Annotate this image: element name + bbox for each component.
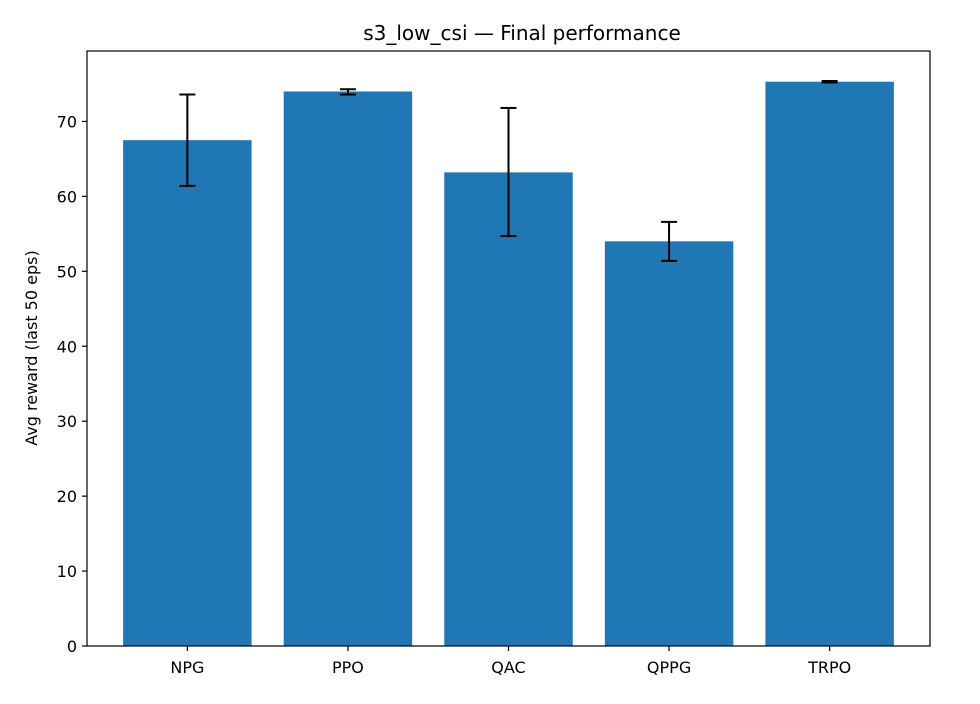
- y-tick-label: 0: [67, 637, 77, 656]
- y-tick-label: 50: [57, 262, 77, 281]
- y-axis-label: Avg reward (last 50 eps): [22, 250, 41, 445]
- bar-ppo: [283, 91, 413, 646]
- errorbar-trpo: [821, 79, 838, 84]
- x-tick-label-npg: NPG: [170, 658, 204, 677]
- x-tick-label-qppg: QPPG: [647, 658, 691, 677]
- y-tick-label: 70: [57, 112, 77, 131]
- y-tick-label: 10: [57, 562, 77, 581]
- errorbar-qppg: [661, 220, 678, 262]
- plot-area: 0 10 20 30 40 50 60 70 NPG PPO QAC QPPG TRPO: [57, 50, 931, 677]
- y-tick-label: 60: [57, 187, 77, 206]
- errorbar-qac: [500, 106, 517, 238]
- x-tick-label-trpo: TRPO: [807, 658, 851, 677]
- bar-npg: [123, 140, 252, 647]
- bar-qppg: [604, 241, 734, 646]
- x-tick-label-qac: QAC: [491, 658, 525, 677]
- y-tick-label: 30: [57, 412, 77, 431]
- y-tick-label: 40: [57, 337, 77, 356]
- y-tick-label: 20: [57, 487, 77, 506]
- errorbar-npg: [179, 93, 196, 187]
- chart-title: s3_low_csi — Final performance: [363, 21, 681, 45]
- bar-trpo: [765, 81, 894, 646]
- bar-qac: [444, 172, 573, 646]
- x-tick-label-ppo: PPO: [332, 658, 364, 677]
- errorbar-ppo: [339, 88, 356, 96]
